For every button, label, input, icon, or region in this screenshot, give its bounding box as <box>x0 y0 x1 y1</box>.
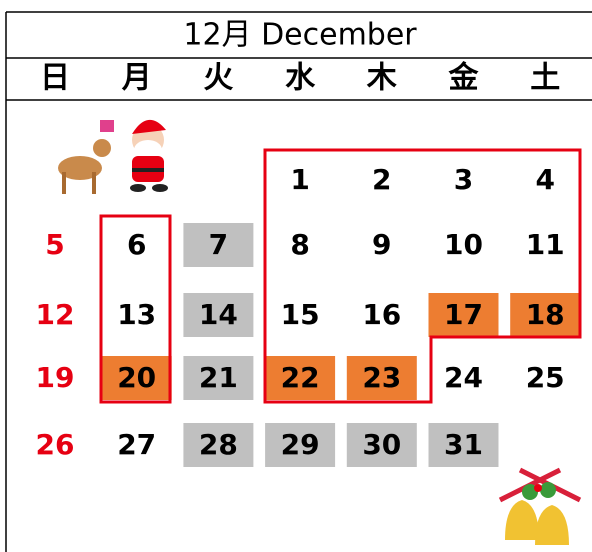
day-cell <box>346 423 417 467</box>
day-number: 18 <box>526 298 565 331</box>
weekday: 火 <box>203 61 233 96</box>
weekday: 月 <box>122 61 152 96</box>
day-number: 6 <box>127 228 146 261</box>
day-cell <box>183 293 254 337</box>
day-number: 3 <box>454 163 473 196</box>
day-number: 12 <box>36 298 75 331</box>
day-number: 15 <box>281 298 320 331</box>
day-number: 21 <box>199 361 238 394</box>
day-number: 27 <box>117 428 156 461</box>
grid: 日月火水木金土1 2 3 45 6 7 8 9 10 1112 13 14 15 16 17 1819 20 21… <box>36 61 581 467</box>
day-number: 2 <box>372 163 391 196</box>
weekday: 土 <box>530 61 560 96</box>
day-number: 30 <box>362 428 401 461</box>
day-cell <box>428 423 499 467</box>
weekday: 水 <box>285 61 316 96</box>
day-number: 22 <box>281 361 320 394</box>
day-number: 7 <box>209 228 228 261</box>
day-number: 19 <box>36 361 75 394</box>
day-number: 29 <box>281 428 320 461</box>
day-cell <box>265 356 336 400</box>
highlight-outline <box>263 148 582 404</box>
day-number: 20 <box>117 361 156 394</box>
day-cell <box>510 293 581 337</box>
day-cell <box>183 223 254 267</box>
weekday: 日 <box>40 61 70 96</box>
day-number: 9 <box>372 228 391 261</box>
day-cell <box>183 356 254 400</box>
day-number: 23 <box>362 361 401 394</box>
santa-illustration <box>58 119 168 194</box>
bell-illustration <box>498 467 582 545</box>
day-number: 5 <box>45 228 64 261</box>
day-cell <box>428 293 499 337</box>
title: 12月 December <box>183 18 417 53</box>
day-number: 8 <box>290 228 309 261</box>
day-number: 31 <box>444 428 483 461</box>
day-cell <box>265 423 336 467</box>
day-number: 11 <box>526 228 565 261</box>
day-number: 4 <box>535 163 554 196</box>
day-cell <box>346 356 417 400</box>
highlight-outline <box>99 214 172 404</box>
day-number: 24 <box>444 361 483 394</box>
day-number: 14 <box>199 298 238 331</box>
weekday: 金 <box>448 61 480 96</box>
weekday: 木 <box>366 61 397 96</box>
day-number: 17 <box>444 298 483 331</box>
day-number: 16 <box>362 298 401 331</box>
day-number: 28 <box>199 428 238 461</box>
day-number: 13 <box>117 298 156 331</box>
day-cell <box>101 356 172 400</box>
day-number: 26 <box>36 428 75 461</box>
day-number: 1 <box>290 163 309 196</box>
day-cell <box>183 423 254 467</box>
day-number: 25 <box>526 361 565 394</box>
day-number: 10 <box>444 228 483 261</box>
